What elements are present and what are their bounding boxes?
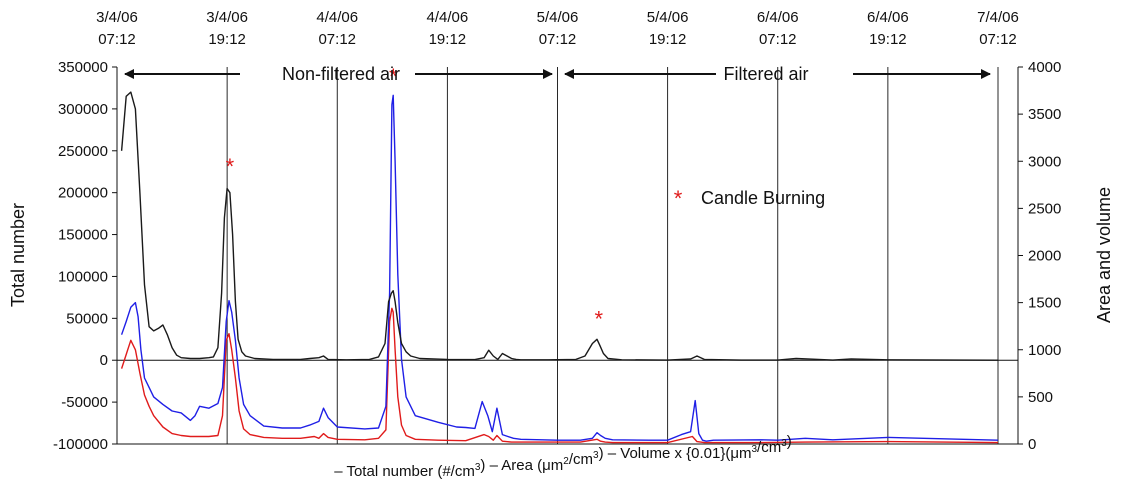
right-tick-label: 1000 [1028, 342, 1061, 359]
time-label-date: 5/4/06 [647, 9, 689, 26]
left-tick-label: 250000 [58, 143, 108, 160]
time-label-time: 19:12 [869, 31, 907, 48]
time-axis-labels: 3/4/06 07:12 3/4/06 19:12 4/4/06 07:12 4/4/06 1… [96, 9, 1019, 48]
time-label-date: 4/4/06 [316, 9, 358, 26]
right-tick-label: 3500 [1028, 106, 1061, 123]
left-axis-ticks: 350000 300000 250000 200000 150000 100000 5000… [53, 59, 117, 453]
candle-markers: * * * [226, 64, 604, 332]
right-tick-label: 2000 [1028, 248, 1061, 265]
right-tick-label: 500 [1028, 389, 1053, 406]
legend-text: – Total number (#/cm3) – Area (μm2/cm3) … [334, 433, 792, 480]
time-label-time: 19:12 [429, 31, 467, 48]
time-label-date: 6/4/06 [757, 9, 799, 26]
y-axis-right-title: Area and volume [1094, 187, 1114, 323]
right-axis-ticks: 4000 3500 3000 2500 2000 1500 1000 500 0 [1018, 59, 1061, 453]
time-label-date: 5/4/06 [537, 9, 579, 26]
y-axis-left-title: Total number [8, 203, 28, 307]
right-tick-label: 4000 [1028, 59, 1061, 76]
time-label-time: 19:12 [649, 31, 687, 48]
right-tick-label: 2500 [1028, 200, 1061, 217]
series-line-area [120, 94, 999, 442]
time-label-time: 07:12 [539, 31, 577, 48]
left-tick-label: 50000 [66, 310, 108, 327]
left-tick-label: 0 [100, 352, 108, 369]
time-label-date: 3/4/06 [206, 9, 248, 26]
time-label-date: 6/4/06 [867, 9, 909, 26]
time-label-date: 4/4/06 [427, 9, 469, 26]
right-tick-label: 1500 [1028, 295, 1061, 312]
left-tick-label: 150000 [58, 227, 108, 244]
series-line-volume [120, 307, 999, 444]
time-label-time: 07:12 [318, 31, 356, 48]
left-tick-label: 300000 [58, 101, 108, 118]
time-label-date: 3/4/06 [96, 9, 138, 26]
left-tick-label: 200000 [58, 185, 108, 202]
left-tick-label: 350000 [58, 59, 108, 76]
series-layer [120, 91, 999, 444]
left-tick-label: 100000 [58, 268, 108, 285]
right-tick-label: 0 [1028, 436, 1036, 453]
legend: – Total number (#/cm3) – Area (μm2/cm3) … [334, 433, 792, 480]
time-label-time: 07:12 [979, 31, 1017, 48]
candle-marker: * [226, 154, 235, 179]
time-label-date: 7/4/06 [977, 9, 1019, 26]
non-filtered-label: Non-filtered air [282, 64, 400, 84]
series-line-total-number [120, 91, 999, 361]
right-tick-label: 3000 [1028, 153, 1061, 170]
time-label-time: 07:12 [759, 31, 797, 48]
time-label-time: 19:12 [208, 31, 246, 48]
candle-marker: * [595, 307, 604, 332]
left-tick-label: -50000 [61, 394, 108, 411]
time-gridlines [226, 67, 999, 444]
candle-legend-marker: * [674, 186, 683, 211]
time-label-time: 07:12 [98, 31, 136, 48]
left-tick-label: -100000 [53, 436, 108, 453]
axes [116, 67, 1019, 445]
candle-legend-label: Candle Burning [701, 188, 825, 208]
filtered-label: Filtered air [723, 64, 808, 84]
candle-marker: * [389, 64, 398, 89]
